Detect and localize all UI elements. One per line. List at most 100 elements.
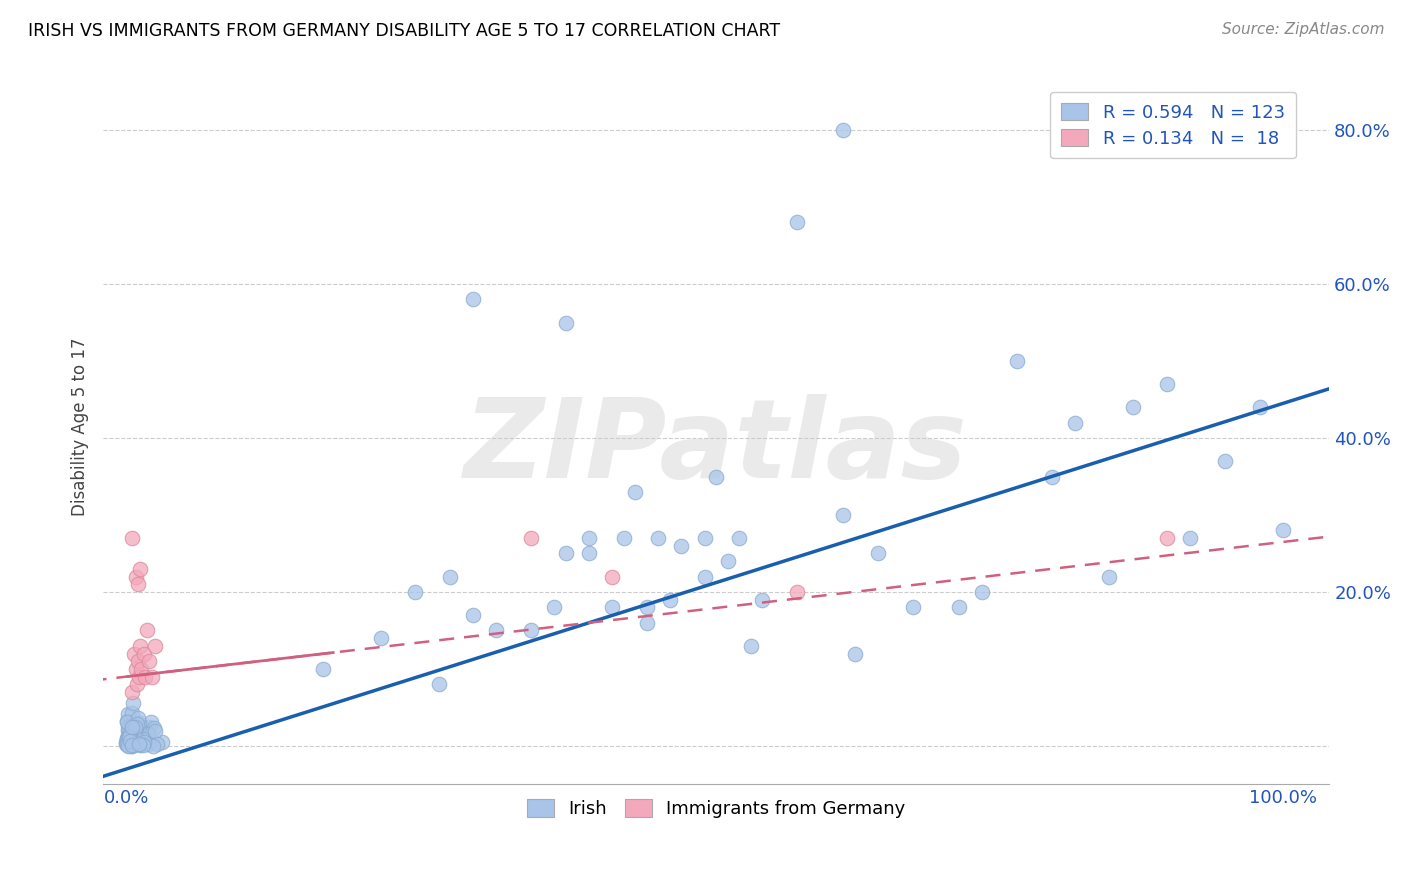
Point (312, 662, 335, 676)
Point (636, 600, 658, 615)
Point (122, 737, 145, 751)
Point (146, 737, 169, 751)
Y-axis label: Disability Age 5 to 17: Disability Age 5 to 17 (72, 337, 89, 516)
Point (121, 739, 143, 753)
Point (118, 726, 141, 740)
Point (115, 714, 138, 728)
Point (143, 639, 166, 653)
Point (115, 737, 138, 751)
Point (117, 738, 139, 752)
Point (404, 585, 426, 599)
Point (122, 728, 145, 742)
Text: Source: ZipAtlas.com: Source: ZipAtlas.com (1222, 22, 1385, 37)
Point (120, 726, 142, 740)
Point (118, 733, 141, 747)
Point (127, 654, 149, 668)
Point (128, 720, 150, 734)
Point (142, 739, 165, 753)
Legend: Irish, Immigrants from Germany: Irish, Immigrants from Germany (519, 792, 912, 825)
Point (138, 720, 160, 734)
Point (693, 569, 716, 583)
Point (117, 706, 139, 721)
Point (121, 728, 143, 742)
Point (115, 735, 138, 749)
Point (118, 724, 141, 739)
Point (121, 719, 143, 733)
Point (120, 722, 142, 736)
Point (658, 592, 681, 607)
Point (136, 624, 159, 638)
Point (600, 600, 623, 615)
Point (120, 729, 142, 743)
Point (124, 720, 146, 734)
Point (129, 662, 152, 676)
Point (1040, 469, 1063, 483)
Point (578, 547, 600, 561)
Point (121, 732, 143, 747)
Text: IRISH VS IMMIGRANTS FROM GERMANY DISABILITY AGE 5 TO 17 CORRELATION CHART: IRISH VS IMMIGRANTS FROM GERMANY DISABIL… (28, 22, 780, 40)
Point (1005, 354, 1028, 368)
Point (128, 670, 150, 684)
Point (121, 720, 143, 734)
Point (117, 723, 139, 738)
Point (124, 647, 146, 661)
Point (125, 731, 148, 745)
Point (370, 631, 392, 645)
Point (485, 624, 508, 638)
Point (128, 716, 150, 731)
Point (115, 731, 138, 746)
Point (1098, 569, 1121, 583)
Point (868, 547, 890, 561)
Point (128, 739, 150, 753)
Point (122, 734, 145, 748)
Point (554, 316, 576, 330)
Point (121, 734, 143, 748)
Point (1063, 416, 1085, 430)
Point (122, 736, 145, 750)
Point (121, 738, 143, 752)
Point (121, 531, 143, 545)
Point (118, 730, 141, 744)
Point (138, 654, 160, 668)
Point (948, 600, 970, 615)
Point (693, 531, 716, 545)
Point (121, 706, 143, 720)
Point (578, 531, 600, 545)
Point (554, 547, 576, 561)
Point (127, 734, 149, 748)
Point (117, 722, 139, 736)
Point (134, 670, 156, 684)
Point (128, 737, 150, 751)
Point (121, 739, 143, 753)
Point (844, 647, 866, 661)
Point (636, 615, 658, 630)
Point (115, 737, 138, 751)
Point (132, 731, 155, 746)
Point (120, 723, 142, 737)
Text: ZIPatlas: ZIPatlas (464, 394, 969, 501)
Point (121, 721, 143, 735)
Point (125, 717, 148, 731)
Point (115, 714, 138, 729)
Point (122, 737, 145, 751)
Point (427, 677, 450, 691)
Point (728, 531, 751, 545)
Point (118, 722, 141, 736)
Point (972, 585, 994, 599)
Point (127, 736, 149, 750)
Point (124, 569, 146, 583)
Point (1249, 401, 1271, 415)
Point (132, 735, 155, 749)
Point (125, 677, 148, 691)
Point (141, 670, 163, 684)
Point (136, 737, 159, 751)
Point (124, 662, 146, 676)
Point (120, 737, 142, 751)
Point (132, 647, 155, 661)
Point (786, 585, 808, 599)
Point (439, 569, 461, 583)
Point (120, 730, 142, 744)
Point (127, 577, 149, 591)
Point (125, 732, 148, 747)
Point (463, 293, 485, 307)
